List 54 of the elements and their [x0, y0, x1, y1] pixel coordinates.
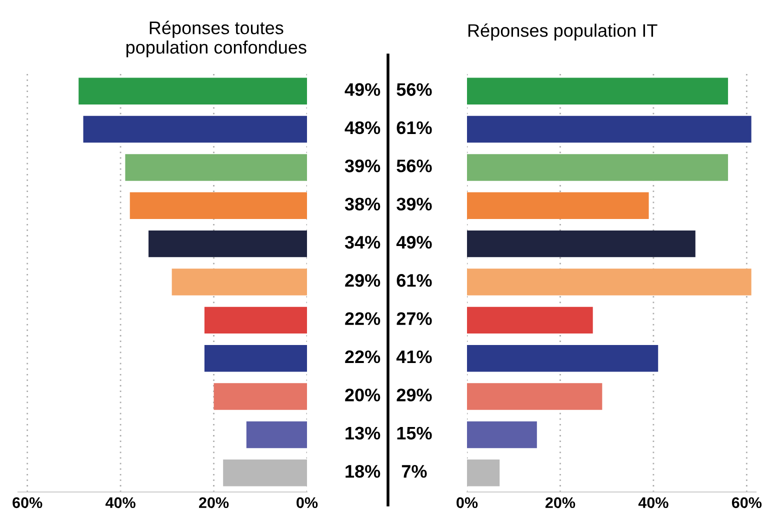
data-label: 41% — [396, 350, 432, 364]
x-tick-label: 40% — [638, 497, 668, 508]
bar — [467, 345, 658, 372]
x-tick-label: 20% — [545, 497, 576, 508]
bar — [467, 460, 500, 486]
data-label: 49% — [344, 83, 380, 96]
bar — [467, 268, 752, 296]
data-label: 20% — [345, 388, 380, 402]
bar — [467, 116, 752, 143]
data-label: 22% — [345, 350, 380, 364]
data-label: 39% — [344, 160, 380, 172]
data-label: 22% — [345, 312, 380, 325]
chart-title: Réponses toutes population confondues — [126, 20, 306, 58]
data-label: 27% — [396, 312, 432, 325]
chart-title: Réponses population IT — [468, 23, 658, 40]
data-label: 56% — [396, 83, 432, 96]
bar — [130, 192, 307, 219]
bar — [83, 116, 307, 143]
data-label: 61% — [396, 121, 432, 134]
bar — [204, 306, 307, 334]
data-label: 29% — [396, 388, 432, 402]
data-label: 48% — [344, 121, 380, 134]
x-tick-label: 60% — [12, 497, 42, 508]
data-label: 13% — [346, 426, 380, 440]
bar — [467, 230, 696, 258]
data-label: 29% — [345, 274, 380, 287]
data-label: 15% — [397, 426, 432, 440]
bar — [148, 230, 307, 258]
bar — [78, 78, 307, 104]
bar — [467, 306, 593, 334]
bar — [223, 460, 307, 486]
x-tick-label: 20% — [199, 497, 229, 508]
bar — [467, 421, 537, 448]
bar — [467, 78, 728, 104]
data-label: 18% — [346, 464, 380, 478]
x-tick-label: 0% — [296, 497, 318, 508]
bar — [172, 268, 307, 296]
bar — [125, 154, 307, 181]
data-label: 56% — [396, 160, 432, 172]
bar — [214, 383, 307, 410]
x-tick-label: 40% — [105, 497, 136, 508]
x-tick-label: 0% — [456, 497, 478, 508]
bar — [467, 192, 649, 219]
data-label: 39% — [396, 198, 432, 211]
bar — [204, 345, 307, 372]
data-label: 7% — [402, 465, 427, 478]
data-label: 49% — [396, 236, 432, 249]
x-tick-label: 60% — [732, 497, 762, 508]
data-label: 38% — [344, 198, 380, 211]
data-label: 34% — [344, 236, 380, 249]
bar — [467, 383, 602, 410]
bar — [246, 421, 307, 448]
bar — [467, 154, 728, 181]
data-label: 61% — [396, 274, 432, 287]
